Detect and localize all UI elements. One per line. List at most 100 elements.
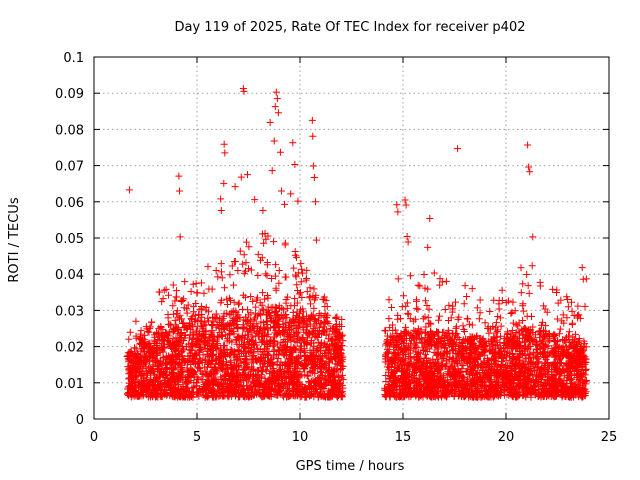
data-point	[220, 284, 228, 292]
data-point	[281, 319, 289, 327]
data-point	[146, 392, 154, 400]
data-point	[310, 296, 318, 304]
data-point	[236, 247, 244, 255]
data-point	[264, 330, 272, 338]
data-point	[307, 349, 315, 357]
data-point	[199, 382, 207, 390]
data-point	[159, 295, 167, 303]
data-point	[335, 380, 343, 388]
data-point	[184, 358, 192, 366]
data-point	[325, 320, 333, 328]
data-point	[301, 371, 309, 379]
data-point	[272, 272, 280, 280]
data-point	[266, 314, 274, 322]
data-point	[241, 356, 249, 364]
data-point	[196, 337, 204, 345]
data-point	[265, 381, 273, 389]
data-point	[333, 365, 341, 373]
data-point	[254, 271, 262, 279]
data-point	[172, 287, 180, 295]
data-point	[202, 367, 210, 375]
data-point	[289, 308, 297, 316]
data-point	[239, 260, 247, 268]
data-point	[210, 314, 218, 322]
data-point	[316, 388, 324, 396]
data-point	[183, 305, 191, 313]
data-point	[254, 332, 262, 340]
data-point	[194, 317, 202, 325]
data-point	[252, 303, 260, 311]
data-point	[306, 320, 314, 328]
data-point	[253, 357, 261, 365]
data-point	[270, 373, 278, 381]
data-point	[317, 375, 325, 383]
data-point	[197, 279, 205, 287]
data-point	[216, 328, 224, 336]
data-point	[281, 241, 289, 249]
data-point	[245, 331, 253, 339]
data-point	[276, 361, 284, 369]
data-point	[300, 345, 308, 353]
data-point	[245, 243, 253, 251]
data-point	[204, 314, 212, 322]
data-point	[193, 289, 201, 297]
data-point	[257, 310, 265, 318]
data-point	[132, 317, 140, 325]
data-point	[222, 331, 230, 339]
data-point	[218, 274, 226, 282]
data-point	[202, 303, 210, 311]
data-point	[126, 328, 134, 336]
data-point	[188, 315, 196, 323]
data-point	[200, 289, 208, 297]
data-point	[124, 375, 132, 383]
data-point	[264, 388, 272, 396]
data-point	[207, 347, 215, 355]
data-point	[298, 293, 306, 301]
data-point	[327, 353, 335, 361]
data-point	[214, 273, 222, 281]
data-point	[201, 330, 209, 338]
data-point	[157, 330, 165, 338]
data-point	[240, 251, 248, 259]
data-point	[288, 386, 296, 394]
data-point	[279, 392, 287, 400]
data-point	[234, 266, 242, 274]
data-point	[131, 344, 139, 352]
data-point	[245, 311, 253, 319]
data-point	[256, 299, 264, 307]
data-point	[229, 319, 237, 327]
data-point	[181, 278, 189, 286]
data-point	[320, 328, 328, 336]
data-point	[293, 359, 301, 367]
data-point	[212, 345, 220, 353]
data-point	[199, 351, 207, 359]
data-point	[284, 329, 292, 337]
data-point	[172, 293, 180, 301]
data-point	[316, 320, 324, 328]
data-point	[188, 346, 196, 354]
data-point	[269, 364, 277, 372]
data-point	[253, 296, 261, 304]
data-point	[208, 364, 216, 372]
data-point	[208, 285, 216, 293]
data-point	[195, 392, 203, 400]
data-point	[217, 260, 225, 268]
data-point	[212, 366, 220, 374]
data-point	[264, 376, 272, 384]
data-point	[302, 276, 310, 284]
data-point	[285, 325, 293, 333]
data-point	[250, 316, 258, 324]
data-point	[293, 287, 301, 295]
data-point	[185, 322, 193, 330]
data-point	[212, 323, 220, 331]
data-point	[292, 273, 300, 281]
data-point	[284, 293, 292, 301]
data-point	[188, 321, 196, 329]
data-point	[270, 238, 278, 246]
data-point	[321, 352, 329, 360]
data-point	[274, 354, 282, 362]
data-point	[286, 356, 294, 364]
data-point	[323, 302, 331, 310]
data-point	[308, 328, 316, 336]
